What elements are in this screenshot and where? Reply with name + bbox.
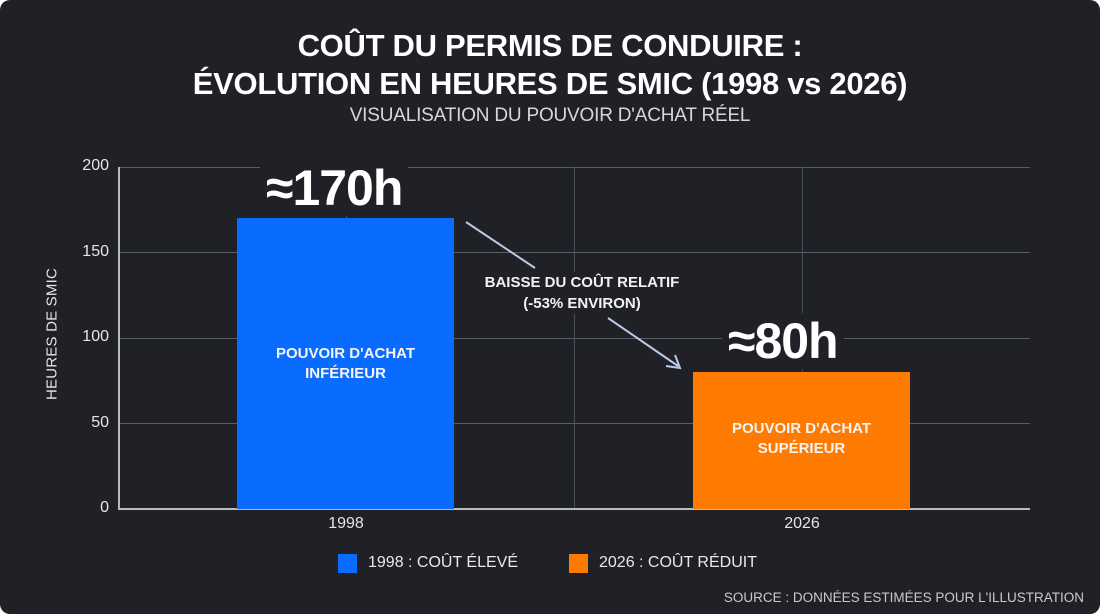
source-note: SOURCE : DONNÉES ESTIMÉES POUR L'ILLUSTR…: [723, 590, 1084, 605]
annotation-line1: BAISSE DU COÛT RELATIF: [484, 274, 680, 291]
y-axis-label: HEURES DE SMIC: [43, 268, 61, 400]
bar-2026-label-line2: SUPÉRIEUR: [757, 440, 846, 457]
chart-title-line1: COÛT DU PERMIS DE CONDUIRE :: [297, 28, 803, 63]
vgridline-mid: [574, 167, 575, 509]
bar-1998-label-line1: POUVOIR D'ACHAT: [275, 345, 416, 362]
bar-1998: POUVOIR D'ACHAT INFÉRIEUR: [237, 218, 454, 509]
x-tick-1998: 1998: [328, 515, 364, 532]
y-axis-line: [118, 167, 120, 509]
annotation-text: BAISSE DU COÛT RELATIF (-53% ENVIRON): [462, 272, 702, 314]
y-tick-100: 100: [82, 328, 109, 345]
chart-subtitle: VISUALISATION DU POUVOIR D'ACHAT RÉEL: [349, 105, 751, 126]
legend-label-2026: 2026 : COÛT RÉDUIT: [599, 554, 757, 571]
legend-item-1998: 1998 : COÛT ÉLEVÉ: [338, 552, 518, 574]
value-label-2026: ≈80h: [722, 313, 844, 369]
y-tick-50: 50: [91, 414, 109, 431]
y-tick-150: 150: [82, 243, 109, 260]
chart-title-line2: ÉVOLUTION EN HEURES DE SMIC (1998 vs 202…: [192, 66, 908, 101]
y-tick-200: 200: [82, 157, 109, 174]
legend-label-1998: 1998 : COÛT ÉLEVÉ: [368, 554, 518, 571]
value-label-1998: ≈170h: [260, 160, 409, 216]
legend-item-2026: 2026 : COÛT RÉDUIT: [569, 552, 757, 574]
legend-swatch-2026: [569, 553, 588, 573]
bar-2026-label-line1: POUVOIR D'ACHAT: [731, 420, 872, 437]
y-tick-0: 0: [100, 499, 109, 516]
x-tick-2026: 2026: [784, 515, 820, 532]
legend-swatch-1998: [338, 553, 357, 573]
bar-2026: POUVOIR D'ACHAT SUPÉRIEUR: [693, 372, 910, 509]
annotation-line2: (-53% ENVIRON): [523, 295, 641, 312]
plot-area: POUVOIR D'ACHAT INFÉRIEUR POUVOIR D'ACHA…: [118, 167, 1030, 510]
bar-1998-label-line2: INFÉRIEUR: [305, 365, 386, 382]
x-axis-line: [118, 508, 1030, 510]
